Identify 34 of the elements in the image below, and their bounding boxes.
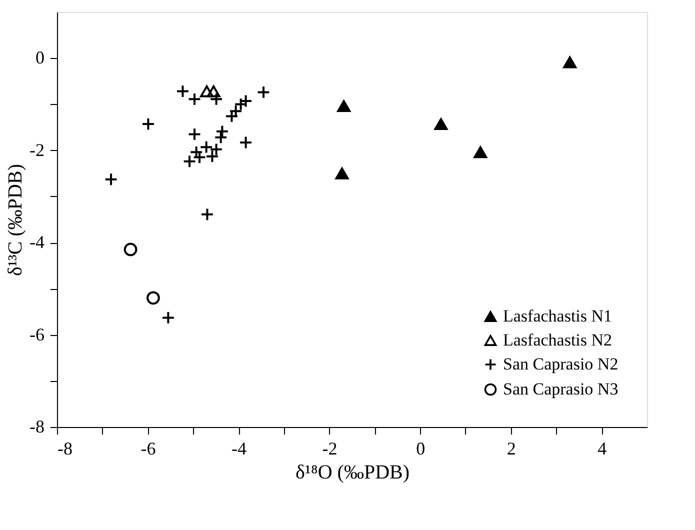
point	[474, 146, 488, 158]
x-tick-label: 0	[416, 438, 426, 458]
legend-label: San Caprasio N3	[503, 380, 618, 398]
point	[188, 127, 202, 141]
point	[563, 56, 577, 68]
legend-label: Lasfachastis N2	[503, 330, 612, 350]
point	[337, 100, 351, 112]
point	[200, 208, 214, 222]
x-tick-label: -4	[232, 438, 247, 458]
point	[335, 167, 349, 180]
y-tick-label: -8	[30, 416, 44, 436]
y-axis-title: δ¹³C (‰PDB)	[4, 164, 27, 276]
point	[434, 118, 448, 130]
legend-label: Lasfachastis N1	[503, 306, 612, 326]
point	[124, 242, 138, 256]
point	[210, 142, 223, 156]
point	[188, 92, 202, 106]
point	[161, 311, 175, 324]
x-tick-label: 4	[598, 438, 607, 458]
x-tick-label: 2	[506, 438, 516, 458]
point	[206, 85, 220, 98]
x-tick-label: -2	[322, 438, 338, 458]
x-axis-title: δ¹⁸O (‰PDB)	[295, 462, 410, 484]
y-tick-label: -6	[30, 324, 44, 344]
legend-label: San Caprasio N2	[503, 354, 618, 374]
y-tick-label: -2	[30, 140, 44, 160]
x-tick-label: -6	[140, 438, 156, 458]
point	[182, 154, 196, 168]
point	[200, 85, 214, 98]
x-tick-label: -8	[58, 438, 72, 458]
point	[176, 84, 190, 98]
y-tick-label: 0	[36, 48, 44, 68]
point	[146, 291, 160, 305]
y-tick-label: -4	[30, 232, 44, 252]
